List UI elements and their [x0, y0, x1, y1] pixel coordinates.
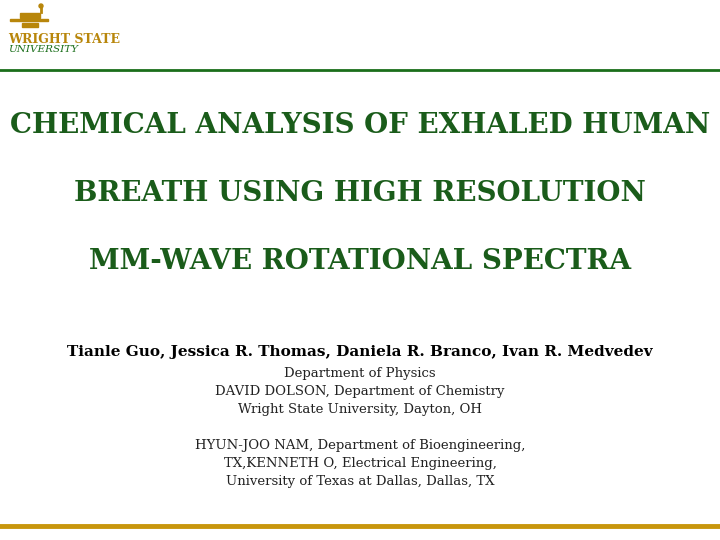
Text: University of Texas at Dallas, Dallas, TX: University of Texas at Dallas, Dallas, T… — [226, 475, 494, 488]
FancyArrow shape — [20, 12, 40, 17]
Text: DAVID DOLSON, Department of Chemistry: DAVID DOLSON, Department of Chemistry — [215, 385, 505, 398]
Circle shape — [39, 4, 43, 8]
Text: HYUN-JOO NAM, Department of Bioengineering,: HYUN-JOO NAM, Department of Bioengineeri… — [195, 439, 525, 452]
Text: Wright State University, Dayton, OH: Wright State University, Dayton, OH — [238, 403, 482, 416]
Text: TX,KENNETH O, Electrical Engineering,: TX,KENNETH O, Electrical Engineering, — [224, 457, 496, 470]
Text: MM-WAVE ROTATIONAL SPECTRA: MM-WAVE ROTATIONAL SPECTRA — [89, 248, 631, 275]
Text: CHEMICAL ANALYSIS OF EXHALED HUMAN: CHEMICAL ANALYSIS OF EXHALED HUMAN — [10, 112, 710, 139]
FancyArrow shape — [22, 23, 38, 27]
Text: BREATH USING HIGH RESOLUTION: BREATH USING HIGH RESOLUTION — [74, 180, 646, 207]
FancyArrow shape — [10, 19, 48, 21]
Text: Tianle Guo, Jessica R. Thomas, Daniela R. Branco, Ivan R. Medvedev: Tianle Guo, Jessica R. Thomas, Daniela R… — [67, 345, 653, 359]
Text: Department of Physics: Department of Physics — [284, 367, 436, 380]
Text: WRIGHT STATE: WRIGHT STATE — [8, 33, 120, 46]
Text: UNIVERSITY: UNIVERSITY — [8, 45, 78, 54]
